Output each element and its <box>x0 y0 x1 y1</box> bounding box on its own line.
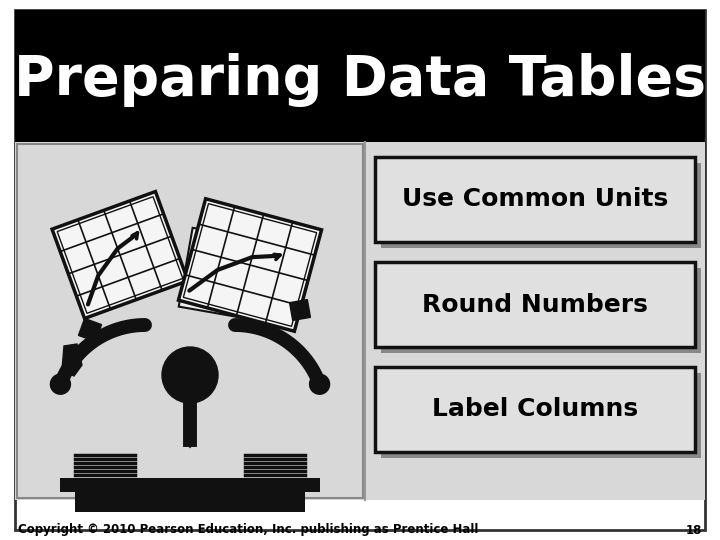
Bar <box>375 262 695 347</box>
Polygon shape <box>185 408 195 448</box>
Polygon shape <box>289 300 310 320</box>
Text: Label Columns: Label Columns <box>432 397 638 422</box>
Text: Round Numbers: Round Numbers <box>422 293 648 316</box>
Bar <box>15 10 705 150</box>
Bar <box>15 142 705 500</box>
Circle shape <box>162 347 218 403</box>
Bar <box>381 268 701 353</box>
Circle shape <box>310 374 330 394</box>
Polygon shape <box>78 319 102 341</box>
Bar <box>375 367 695 452</box>
Bar <box>75 492 305 512</box>
Bar <box>381 373 701 458</box>
Polygon shape <box>179 228 282 322</box>
Polygon shape <box>62 344 82 376</box>
Bar <box>381 163 701 248</box>
Text: Use Common Units: Use Common Units <box>402 187 668 212</box>
Polygon shape <box>52 192 188 319</box>
Text: Preparing Data Tables: Preparing Data Tables <box>14 53 706 107</box>
Polygon shape <box>179 199 322 331</box>
Text: Copyright © 2010 Pearson Education, Inc. publishing as Prentice Hall: Copyright © 2010 Pearson Education, Inc.… <box>18 523 478 537</box>
Text: 18: 18 <box>685 523 702 537</box>
Bar <box>17 144 363 498</box>
Bar <box>375 157 695 242</box>
Bar <box>60 478 320 492</box>
Circle shape <box>50 374 71 394</box>
